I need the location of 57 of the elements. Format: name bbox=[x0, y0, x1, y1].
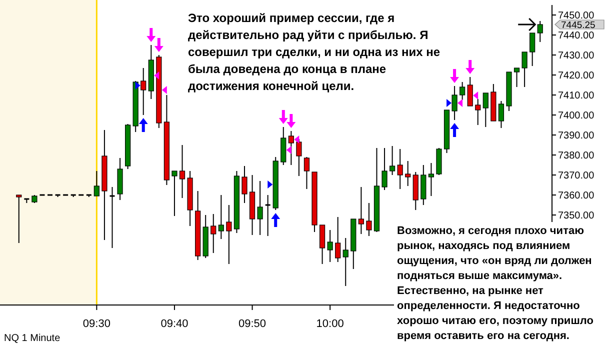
candlestick bbox=[537, 20, 543, 42]
candlestick bbox=[264, 194, 272, 236]
candlestick bbox=[390, 146, 396, 176]
candlestick bbox=[218, 194, 224, 240]
candlestick bbox=[522, 52, 528, 88]
y-tick-label: 7380.00 bbox=[558, 150, 595, 162]
candlestick bbox=[382, 148, 388, 190]
candlestick bbox=[460, 82, 466, 100]
candlestick bbox=[242, 166, 248, 204]
candlestick bbox=[257, 180, 263, 236]
y-tick-label: 7450.00 bbox=[558, 10, 595, 22]
candlestick bbox=[358, 186, 364, 234]
candlestick bbox=[304, 156, 310, 190]
candlestick bbox=[210, 214, 216, 254]
candlestick bbox=[327, 230, 333, 262]
text: 7445.25 bbox=[561, 20, 596, 31]
y-tick-label: 7420.00 bbox=[558, 70, 595, 82]
y-tick-label: 7350.00 bbox=[558, 210, 595, 222]
y-tick-label: 7390.00 bbox=[558, 130, 595, 142]
candlestick bbox=[319, 224, 326, 264]
annotation: Возможно, я сегодня плохо читаю рынок, находясь под влиянием ощущения, что «он вряд ли должен подняться выше максимума». Естественно, на рынке нет определенности. Я недостаточно хорошо читаю его, поэтому пришло время оставить его на сегодня. bbox=[394, 222, 606, 344]
y-tick-label: 7400.00 bbox=[558, 110, 595, 122]
candlestick bbox=[179, 144, 186, 198]
x-tick-label: 09:50 bbox=[238, 318, 266, 330]
candlestick bbox=[140, 68, 146, 116]
y-tick-label: 7370.00 bbox=[558, 170, 595, 182]
candlestick bbox=[108, 186, 116, 248]
candlestick bbox=[405, 160, 411, 186]
y-tick-label: 7360.00 bbox=[558, 190, 595, 202]
candlestick bbox=[288, 130, 294, 166]
y-tick-label: 7430.00 bbox=[558, 50, 595, 62]
candlestick bbox=[514, 68, 520, 88]
candlestick bbox=[467, 76, 473, 106]
candlestick bbox=[16, 194, 22, 244]
y-tick-label: 7440.00 bbox=[558, 30, 595, 42]
candlestick bbox=[335, 216, 341, 262]
candlestick bbox=[428, 162, 434, 196]
candlestick bbox=[530, 32, 536, 66]
candlestick bbox=[94, 170, 100, 196]
candlestick bbox=[397, 148, 403, 190]
x-tick-label: 09:30 bbox=[82, 318, 110, 330]
text: NQ 1 Minute bbox=[4, 333, 60, 344]
y-tick-label: 7410.00 bbox=[558, 90, 595, 102]
candlestick bbox=[498, 100, 504, 128]
candlestick bbox=[280, 126, 286, 166]
x-tick-label: 09:40 bbox=[160, 318, 188, 330]
x-tick-label: 10:00 bbox=[316, 318, 344, 330]
annotation: Это хороший пример сессии, где я действительно рад уйти с прибылью. Я совершил три сделки, и ни одна из них не была доведена до конца в плане достижения конечной цели. bbox=[188, 10, 442, 95]
candlestick bbox=[366, 202, 372, 236]
candlestick bbox=[475, 98, 481, 126]
candlestick bbox=[342, 238, 348, 286]
candlestick bbox=[420, 164, 426, 206]
candlestick bbox=[296, 138, 302, 176]
candlestick bbox=[452, 86, 458, 120]
candlestick bbox=[482, 92, 488, 128]
candlestick bbox=[172, 170, 178, 216]
candlestick bbox=[226, 204, 232, 264]
